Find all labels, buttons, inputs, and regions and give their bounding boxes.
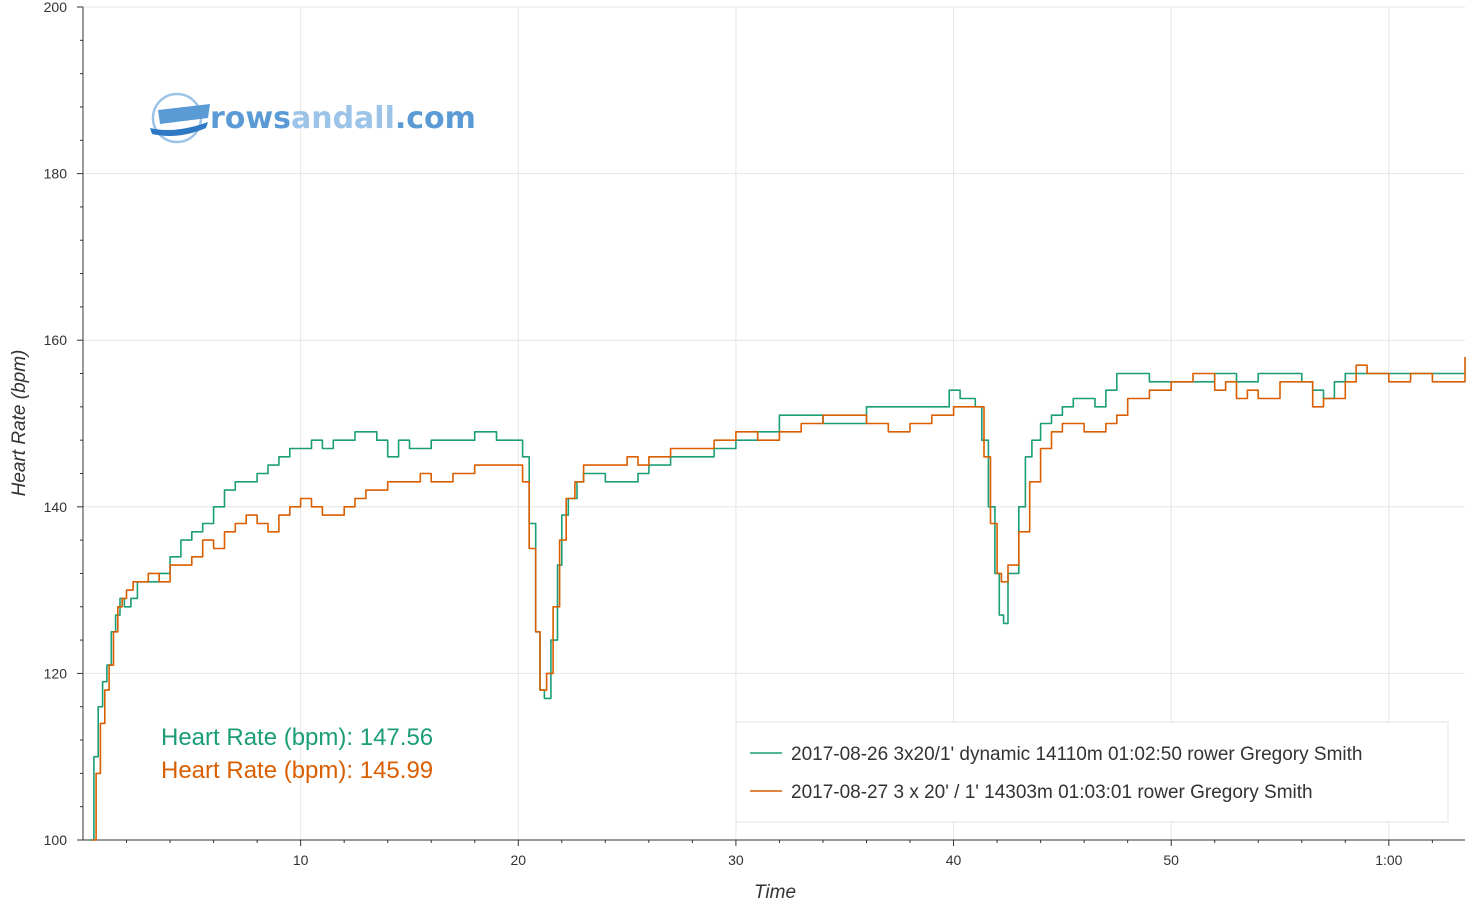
average-heart-rate-series-1: Heart Rate (bpm): 147.56 — [161, 724, 433, 751]
y-axis-ticks: 100 120 140 160 180 200 — [44, 0, 83, 848]
svg-text:rowsandall.com: rowsandall.com — [210, 101, 476, 136]
y-tick-label: 200 — [44, 0, 68, 15]
logo-text-rows: rows — [210, 101, 291, 136]
rowsandall-logo: rowsandall.com — [150, 92, 476, 144]
x-tick-label: 30 — [728, 852, 744, 868]
y-tick-label: 100 — [44, 832, 68, 848]
legend-label-series-1: 2017-08-26 3x20/1' dynamic 14110m 01:02:… — [791, 744, 1362, 765]
x-tick-label: 1:00 — [1375, 852, 1402, 868]
series-line-2 — [91, 356, 1466, 841]
y-tick-label: 120 — [44, 665, 68, 681]
y-tick-label: 180 — [44, 166, 68, 182]
logo-text-andall: andall — [291, 101, 395, 136]
y-tick-label: 140 — [44, 499, 68, 515]
legend-box — [735, 721, 1449, 823]
x-tick-label: 40 — [946, 852, 962, 868]
legend-label-series-2: 2017-08-27 3 x 20' / 1' 14303m 01:03:01 … — [791, 782, 1313, 803]
legend: 2017-08-26 3x20/1' dynamic 14110m 01:02:… — [735, 721, 1449, 823]
x-tick-label: 20 — [510, 852, 526, 868]
x-axis-ticks: 10 20 30 40 50 1:00 — [126, 840, 1433, 868]
axes — [82, 7, 1465, 841]
x-axis-title: Time — [754, 882, 796, 903]
rowing-shell-icon — [150, 92, 210, 144]
x-tick-label: 50 — [1163, 852, 1179, 868]
y-tick-label: 160 — [44, 332, 68, 348]
logo-text-com: .com — [395, 101, 476, 136]
series-lines — [89, 356, 1466, 841]
average-heart-rate-series-2: Heart Rate (bpm): 145.99 — [161, 757, 433, 784]
y-axis-title: Heart Rate (bpm) — [9, 350, 30, 497]
x-tick-label: 10 — [293, 852, 309, 868]
